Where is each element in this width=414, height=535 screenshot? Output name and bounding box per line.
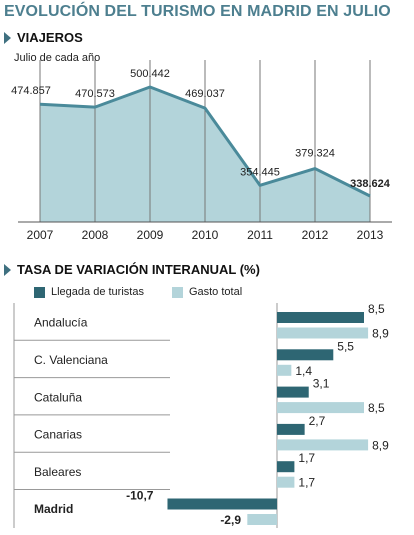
legend-item-gasto: Gasto total [171,286,243,298]
x-tick-label: 2012 [302,228,329,242]
x-tick-label: 2009 [137,228,164,242]
bar-llegada [277,312,364,323]
data-label: 338.624 [350,178,391,190]
bar-llegada [277,349,334,361]
legend-item-llegada: Llegada de turistas [34,286,144,298]
legend-swatch-llegada [34,286,45,298]
data-label: 469.037 [185,88,225,100]
bar-value-label: -2,9 [220,513,241,527]
data-label: 474.857 [11,85,51,97]
category-label: Baleares [34,465,81,479]
bar-gasto [277,364,292,376]
bar-llegada [167,498,277,510]
bar-value-label: 5,5 [337,339,354,353]
bar-value-label: 8,5 [368,401,385,415]
data-label: 500.442 [130,68,170,80]
bar-gasto [277,327,369,339]
category-label: Canarias [34,428,82,442]
legend-label-llegada: Llegada de turistas [51,286,144,298]
x-tick-label: 2011 [247,228,273,242]
viajeros-subtitle: Julio de cada año [14,52,101,64]
bar-gasto [277,402,364,414]
data-label: 379.324 [295,148,335,160]
section-marker-icon [4,31,11,44]
legend: Llegada de turistas Gasto total [34,286,270,298]
legend-swatch-gasto [171,286,183,298]
bar-llegada [277,423,305,435]
x-tick-label: 2007 [27,228,54,242]
bar-value-label: 1,7 [298,476,315,490]
viajeros-title: VIAJEROS [17,30,83,45]
variacion-heading: TASA DE VARIACIÓN INTERANUAL (%) [4,262,260,277]
main-title: EVOLUCIÓN DEL TURISMO EN MADRID EN JULIO [4,3,391,20]
bar-value-label: 1,7 [298,451,315,465]
series-line [39,85,371,198]
section-marker-icon [4,263,11,276]
category-label: Cataluña [34,390,82,404]
x-tick-label: 2010 [192,228,219,242]
bar-value-label: 2,7 [309,414,326,428]
bar-value-label: 8,9 [372,327,389,341]
bar-llegada [277,386,309,398]
bar-value-label: 8,5 [368,302,385,316]
category-label: Andalucía [34,316,88,330]
data-label: 470.573 [75,88,115,100]
bar-value-label: 1,4 [295,364,312,378]
bar-gasto [277,476,295,488]
bar-value-label: -10,7 [126,489,154,503]
x-tick-label: 2008 [82,228,109,242]
viajeros-area-chart: 474.857 470.573 500.442 469.037 354.445 379.3… [11,60,392,242]
bar-gasto [247,514,277,525]
bar-gasto [277,439,369,451]
legend-label-gasto: Gasto total [188,286,243,298]
category-label: Madrid [34,502,73,516]
bar-value-label: 3,1 [313,377,330,391]
variacion-title: TASA DE VARIACIÓN INTERANUAL (%) [17,262,260,277]
bar-llegada [277,461,295,473]
bar-value-label: 8,9 [372,438,389,452]
viajeros-heading: VIAJEROS [4,30,83,45]
data-label: 354.445 [240,166,280,178]
x-tick-label: 2013 [357,228,384,242]
category-label: C. Valenciana [34,353,108,367]
